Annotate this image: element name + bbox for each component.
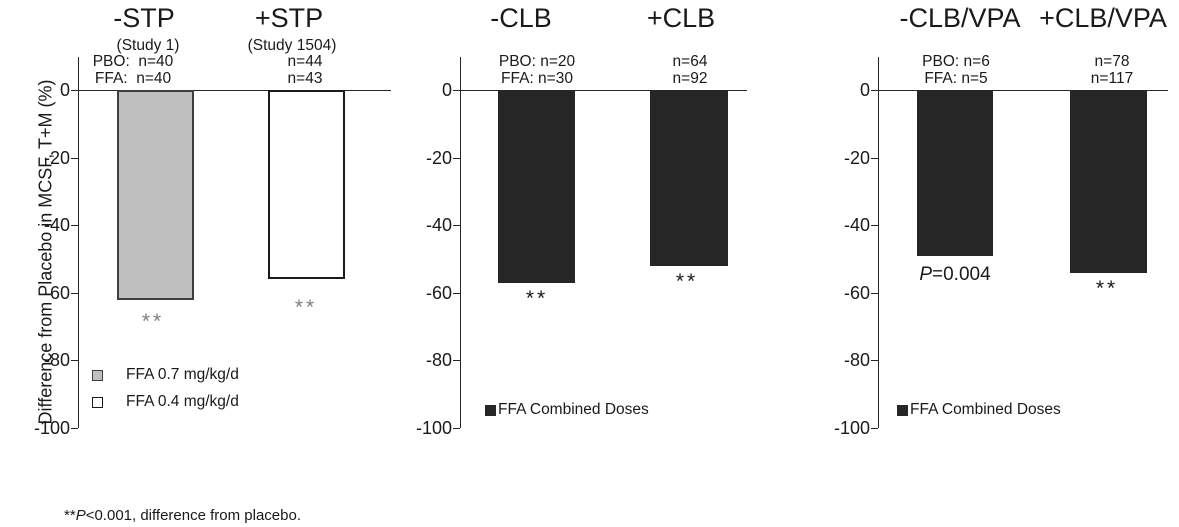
y-tick-mark [71, 360, 78, 361]
n-label: n=44 [287, 53, 323, 70]
n-label: n=92 [672, 70, 708, 87]
legend-label: FFA Combined Doses [910, 401, 1061, 418]
y-tick-mark [871, 225, 878, 226]
n-label: FFA: n=30 [501, 70, 573, 87]
y-tick-mark [71, 158, 78, 159]
n-label: PBO: n=40 [92, 53, 174, 70]
y-tick-label: -20 [43, 148, 70, 168]
category-label-minus-clb-vpa: -CLB/VPA [899, 3, 1021, 33]
y-tick-label: -100 [415, 418, 452, 438]
y-tick-mark [71, 90, 78, 91]
y-tick-label: -60 [43, 283, 70, 303]
y-tick-mark [453, 293, 460, 294]
y-axis-line [78, 57, 79, 428]
y-tick-label: -100 [833, 418, 870, 438]
n-label: n=117 [1090, 70, 1134, 87]
legend-label: FFA Combined Doses [498, 401, 649, 418]
y-tick-label: -20 [843, 148, 870, 168]
n-label: PBO: n=20 [498, 53, 576, 70]
y-tick-label: -80 [43, 350, 70, 370]
y-tick-mark [71, 428, 78, 429]
n-label: n=64 [672, 53, 708, 70]
bar-minus-clb-vpa [917, 90, 993, 256]
y-tick-mark [871, 158, 878, 159]
n-label: PBO: n=6 [922, 53, 990, 70]
significance-marker: ** [141, 309, 165, 333]
y-tick-label: -80 [843, 350, 870, 370]
legend-label: FFA 0.4 mg/kg/d [126, 393, 239, 410]
bar-minus-clb [498, 90, 575, 283]
n-label: FFA: n=5 [924, 70, 988, 87]
y-tick-label: -40 [43, 215, 70, 235]
bar-plus-stp [268, 90, 345, 280]
footnote-line-1: **P<0.001, difference from placebo. [64, 507, 301, 524]
y-tick-mark [871, 90, 878, 91]
y-tick-mark [453, 428, 460, 429]
category-label-plus-clb-vpa: +CLB/VPA [1039, 3, 1167, 33]
significance-marker: ** [1095, 276, 1119, 300]
y-tick-label: -60 [843, 283, 870, 303]
n-label: n=43 [287, 70, 323, 87]
y-axis-line [460, 57, 461, 428]
y-axis-line [878, 57, 879, 428]
y-axis-title: Difference from Placebo in MCSF, T+M (%) [35, 79, 56, 425]
category-label-plus-stp: +STP [254, 3, 324, 33]
legend-label: FFA 0.7 mg/kg/d [126, 366, 239, 383]
y-tick-label: -60 [425, 283, 452, 303]
study-sublabel: (Study 1504) [247, 37, 337, 54]
n-label: FFA: n=40 [94, 70, 172, 87]
p-value-label: P=0.004 [919, 263, 991, 285]
y-tick-label: -20 [425, 148, 452, 168]
y-tick-mark [871, 428, 878, 429]
y-tick-label: -100 [33, 418, 70, 438]
y-tick-mark [453, 90, 460, 91]
y-tick-label: 0 [59, 80, 70, 100]
y-tick-label: -40 [425, 215, 452, 235]
y-tick-label: 0 [859, 80, 870, 100]
y-tick-mark [453, 225, 460, 226]
significance-marker: ** [675, 269, 699, 293]
y-tick-label: -80 [425, 350, 452, 370]
legend-swatch [92, 370, 103, 381]
y-tick-label: 0 [441, 80, 452, 100]
legend-swatch [897, 405, 908, 416]
legend-swatch [485, 405, 496, 416]
y-tick-mark [871, 360, 878, 361]
category-label-minus-stp: -STP [113, 3, 175, 33]
y-tick-mark [453, 360, 460, 361]
y-tick-mark [871, 293, 878, 294]
y-tick-label: -40 [843, 215, 870, 235]
footnote: **P<0.001, difference from placebo. CLB,… [64, 471, 945, 527]
n-label: n=78 [1094, 53, 1130, 70]
study-sublabel: (Study 1) [116, 37, 180, 54]
category-label-plus-clb: +CLB [646, 3, 716, 33]
y-tick-mark [453, 158, 460, 159]
bar-minus-stp [117, 90, 194, 300]
significance-marker: ** [294, 296, 318, 320]
category-label-minus-clb: -CLB [490, 3, 552, 33]
zero-line [878, 90, 1168, 91]
y-tick-mark [71, 225, 78, 226]
bar-plus-clb [650, 90, 728, 266]
zero-line [460, 90, 747, 91]
legend-swatch [92, 397, 103, 408]
zero-line [78, 90, 391, 91]
y-tick-mark [71, 293, 78, 294]
bar-plus-clb-vpa [1070, 90, 1147, 273]
significance-marker: ** [525, 286, 549, 310]
